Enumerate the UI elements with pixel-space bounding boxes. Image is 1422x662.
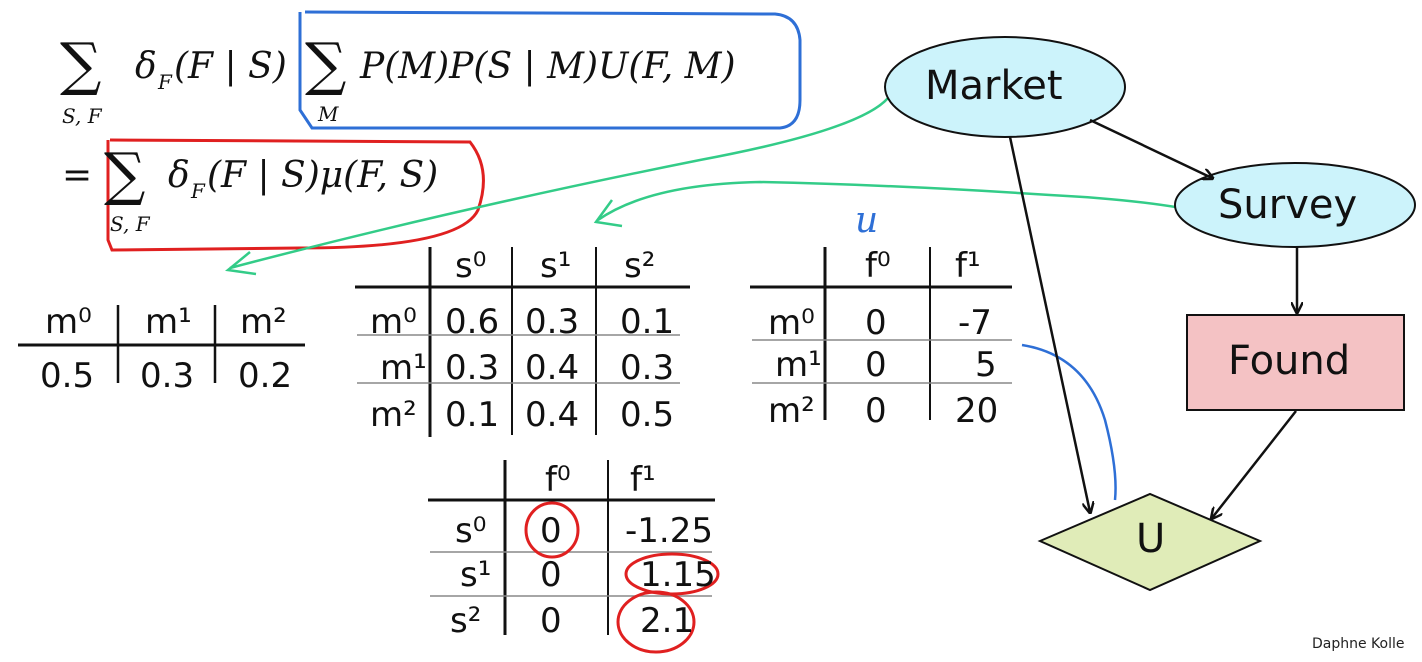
mu-expression: (F | S)μ(F, S) [207,155,439,196]
mu-row-label: s¹ [460,555,492,595]
mu-cell: 0 [540,601,562,641]
prior-value-m1: 0.3 [140,356,195,396]
cpd-header-s1: s¹ [540,246,572,286]
utility-cell: 20 [955,391,999,431]
mu-header-f1: f¹ [630,460,656,500]
prior-header-m1: m¹ [145,302,192,342]
mu-sum-symbol: ∑ [104,140,146,208]
blue-link-utility-to-u [1021,343,1117,501]
mu-delta-subscript: F [191,179,205,203]
mu-cell: 2.1 [640,601,695,641]
cpd-cell: 0.3 [445,348,500,388]
edge-market-survey [1089,118,1212,178]
inner-sum-symbol: ∑ [305,30,347,98]
survey-node[interactable] [1174,162,1416,248]
utility-cell: 0 [865,391,887,431]
cpd-cell: 0.1 [445,395,500,435]
utility-annotation: u [855,200,879,241]
inner-sum-subscript: M [318,102,339,126]
edge-found-utility [1212,410,1297,518]
prior-value-m0: 0.5 [40,356,95,396]
delta-argument: (F | S) [174,46,287,87]
found-label: Found [1228,338,1351,384]
cpd-cell: 0.6 [445,302,500,342]
utility-cell: 0 [865,345,887,385]
market-node[interactable] [884,36,1126,138]
utility-cell: 5 [975,345,997,385]
mu-cell: 0 [540,511,562,551]
market-label: Market [925,63,1063,109]
utility-node[interactable] [1037,492,1263,592]
sum-subscript: S, F [62,104,102,128]
delta-symbol: δ [135,46,157,87]
survey-label: Survey [1218,182,1358,228]
mu-cell: 1.15 [640,555,716,595]
cpd-row-label: m² [370,395,417,435]
prior-header-m2: m² [240,302,287,342]
cpd-cell: 0.4 [525,348,580,388]
green-arrow-survey-to-cpd [597,180,1213,222]
delta-subscript: F [158,70,172,94]
mu-cell: 0 [540,555,562,595]
edge-market-utility [1008,136,1090,512]
mu-sum-subscript: S, F [110,212,150,236]
cpd-cell: 0.3 [525,302,580,342]
mu-delta-symbol: δ [168,155,190,196]
found-node[interactable] [1186,314,1405,411]
mu-header-f0: f⁰ [545,460,571,500]
utility-cell: -7 [958,303,992,343]
blue-inner-sum-box [298,10,802,130]
cpd-row-label: m⁰ [370,302,417,342]
cpd-cell: 0.4 [525,395,580,435]
cpd-header-s2: s² [624,246,656,286]
cpd-cell: 0.1 [620,302,675,342]
red-circle-s2-f1 [616,590,696,654]
author-credit: Daphne Kolle [1312,636,1405,652]
utility-row-label: m¹ [775,345,822,385]
prior-header-m0: m⁰ [45,302,92,342]
mu-row-label: s⁰ [455,511,487,551]
sum-symbol: ∑ [60,30,102,98]
utility-header-f0: f⁰ [865,246,891,286]
green-arrowhead-cpd [593,199,623,228]
green-arrowhead-prior [225,251,257,276]
prior-value-m2: 0.2 [238,356,293,396]
mu-row-label: s² [450,601,482,641]
utility-label: U [1136,516,1166,562]
utility-cell: 0 [865,303,887,343]
red-circle-s0-f0 [524,501,580,559]
utility-row-label: m⁰ [768,303,815,343]
green-arrow-market-to-prior [229,97,889,270]
cpd-cell: 0.5 [620,395,675,435]
cpd-cell: 0.3 [620,348,675,388]
equals-sign: = [62,155,93,196]
inner-sum-expression: P(M)P(S | M)U(F, M) [360,46,736,87]
mu-cell: -1.25 [625,511,713,551]
cpd-header-s0: s⁰ [455,246,487,286]
utility-header-f1: f¹ [955,246,981,286]
cpd-row-label: m¹ [380,348,427,388]
red-mu-sum-box [106,138,485,252]
utility-row-label: m² [768,391,815,431]
